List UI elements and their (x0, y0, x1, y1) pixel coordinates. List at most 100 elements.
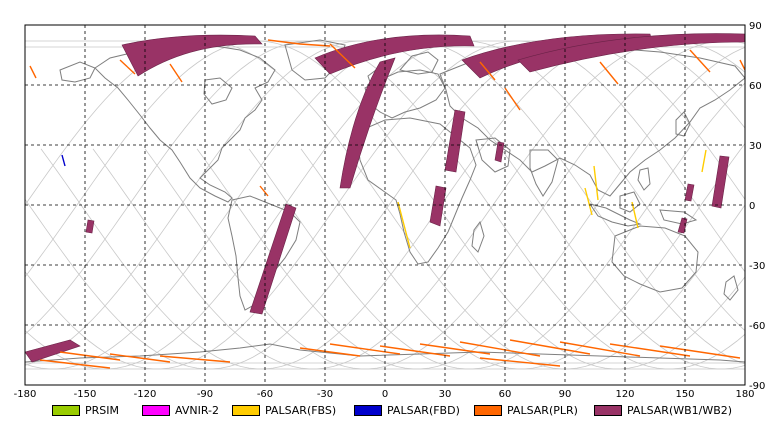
plr-track-4 (479, 61, 496, 81)
y-tick-label: -30 (749, 261, 765, 272)
legend-label: PALSAR(PLR) (507, 403, 578, 417)
wb-swath-11 (684, 183, 695, 202)
coast-asia (439, 47, 745, 197)
x-tick-label: -30 (317, 389, 333, 400)
coast-arabia (475, 137, 511, 173)
plr-track-5 (599, 61, 619, 85)
coast-hudson (203, 77, 233, 105)
coast-alaska (59, 61, 96, 83)
y-tick-label: 0 (749, 201, 755, 212)
plr-track-12 (109, 353, 171, 363)
legend-swatch (232, 404, 260, 416)
plot-frame (24, 24, 746, 386)
x-tick-label: -180 (14, 389, 37, 400)
coast-africa (357, 117, 477, 265)
coast-indonesia (588, 203, 642, 227)
coast-madagascar (471, 220, 485, 253)
legend-swatch (474, 404, 502, 416)
palsar-fbd-tracks (61, 154, 66, 167)
x-tick-label: 30 (439, 389, 452, 400)
coast-europe (364, 69, 446, 119)
fbs-track-3 (593, 165, 599, 201)
fbs-track-5 (701, 149, 707, 173)
wb-swath-13 (85, 219, 95, 234)
wb-swath-6 (444, 109, 466, 173)
y-tick-label: 30 (749, 141, 762, 152)
legend-swatch (594, 404, 622, 416)
x-tick-label: 60 (499, 389, 512, 400)
y-axis-ticks: 90 60 30 0 -30 -60 -90 (749, 21, 765, 392)
coast-japan (675, 111, 691, 137)
legend: PRSIM AVNIR-2 PALSAR(FBS) PALSAR(FBD) PALSAR… (0, 402, 770, 422)
legend-item: PALSAR(PLR) (474, 402, 578, 418)
legend-swatch (52, 404, 80, 416)
plr-track-15 (329, 343, 401, 355)
plr-track-16 (379, 345, 451, 357)
orbit-track (144, 40, 745, 370)
plr-track-19 (509, 339, 591, 355)
fbs-track-2 (584, 187, 593, 216)
plr-track-23 (39, 359, 111, 369)
y-tick-label: -90 (749, 381, 765, 392)
fbs-track-1 (397, 201, 411, 249)
plr-track-9 (504, 87, 521, 111)
legend-item: PALSAR(FBS) (232, 402, 336, 418)
wb-swath-9 (249, 203, 297, 315)
x-tick-label: 0 (382, 389, 388, 400)
grid-lines (25, 25, 745, 385)
x-tick-label: -120 (134, 389, 157, 400)
fbs-track-4 (631, 201, 639, 229)
plr-track-13 (159, 355, 231, 363)
coast-borneo (619, 191, 641, 213)
palsar-wb-swaths (25, 33, 745, 363)
orbit-track (300, 142, 745, 370)
fbd-track-1 (61, 154, 66, 167)
plr-track-3 (119, 59, 136, 75)
plr-track-2 (329, 43, 356, 69)
orbit-track (248, 82, 745, 370)
legend-label: PALSAR(WB1/WB2) (627, 403, 733, 417)
plr-track-21 (609, 343, 691, 357)
wb-swath-14 (25, 339, 81, 363)
orbit-track (40, 40, 745, 370)
legend-item: PALSAR(WB1/WB2) (594, 402, 732, 418)
plr-track-8 (169, 63, 183, 83)
orbit-track (92, 40, 745, 370)
wb-swath-10 (711, 155, 730, 209)
legend-swatch (142, 404, 170, 416)
orbit-track (196, 47, 745, 370)
coast-india (529, 149, 559, 197)
x-tick-label: 150 (675, 389, 694, 400)
plr-track-20 (559, 341, 641, 357)
x-tick-label: 120 (615, 389, 634, 400)
wb-swath-1 (121, 34, 263, 77)
plr-track-17 (419, 343, 491, 355)
plr-track-14 (299, 347, 361, 357)
plr-track-10 (739, 59, 745, 71)
coast-scandinavia (399, 51, 439, 75)
y-tick-label: 60 (749, 81, 762, 92)
plr-track-1 (267, 39, 331, 47)
wb-swath-2 (314, 34, 475, 75)
orbit-track (25, 40, 745, 370)
wb-swath-8 (494, 141, 505, 163)
coast-philippines (637, 167, 651, 191)
x-tick-label: -60 (257, 389, 273, 400)
legend-label: PALSAR(FBD) (387, 403, 460, 417)
x-tick-label: 90 (559, 389, 572, 400)
legend-label: PALSAR(FBS) (265, 403, 337, 417)
wb-swath-5 (517, 33, 745, 73)
coast-australia (611, 225, 699, 293)
coast-new-guinea (659, 209, 698, 225)
x-tick-label: 180 (735, 389, 754, 400)
x-tick-label: -90 (197, 389, 213, 400)
coverage-map: -180 -150 -120 -90 -60 -30 0 30 60 90 120 150 180 90… (14, 21, 766, 400)
coast-north-america (94, 44, 276, 203)
y-tick-label: -60 (749, 321, 765, 332)
wb-swath-7 (429, 185, 447, 227)
palsar-fbs-tracks (397, 149, 707, 249)
coast-new-zealand (723, 275, 739, 301)
palsar-plr-tracks (29, 39, 745, 369)
plr-track-6 (689, 49, 711, 73)
plr-track-18 (459, 341, 541, 357)
